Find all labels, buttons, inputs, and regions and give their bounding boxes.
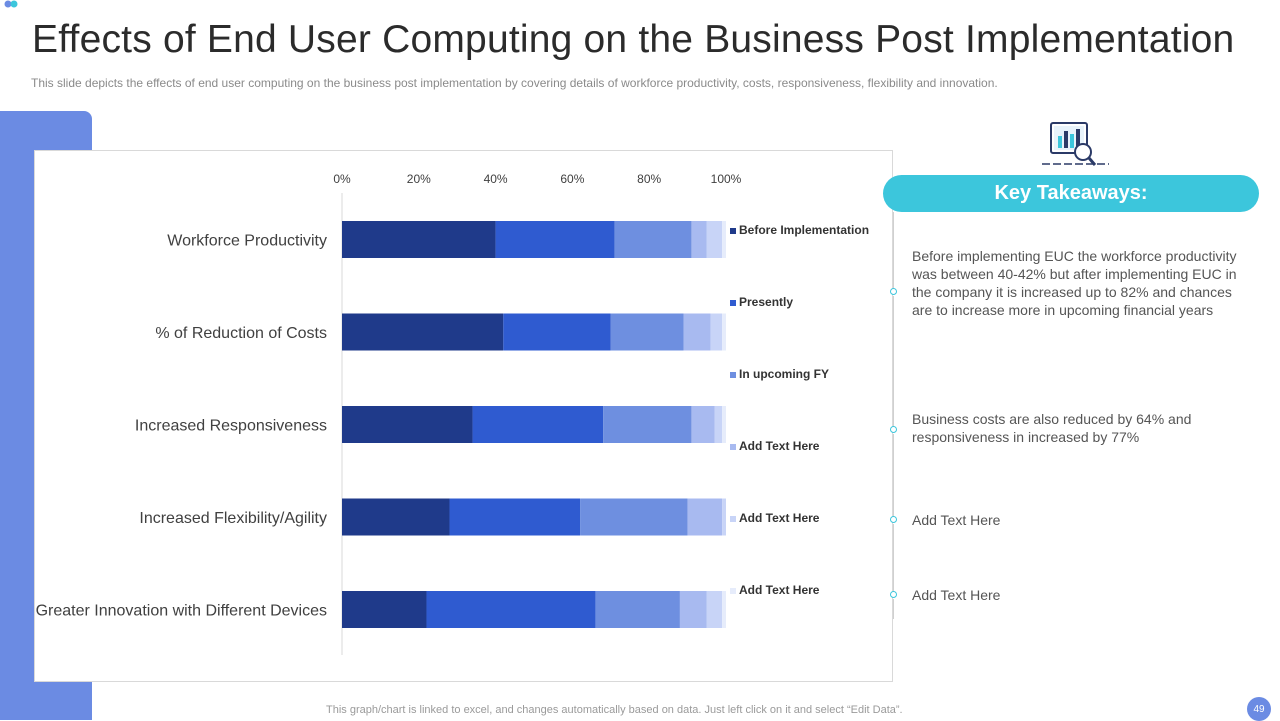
bar-segment xyxy=(342,406,473,443)
bar-segment xyxy=(342,313,504,351)
category-label: Increased Responsiveness xyxy=(135,418,327,435)
bar-segment xyxy=(503,313,611,351)
bar-segment xyxy=(722,406,726,443)
bar-segment xyxy=(603,406,692,443)
legend-label: Presently xyxy=(739,295,793,309)
takeaway-marker xyxy=(890,516,897,523)
takeaway-marker xyxy=(890,591,897,598)
legend-label: Add Text Here xyxy=(739,583,820,597)
bar-segment xyxy=(722,313,726,351)
bar-segment xyxy=(710,313,723,351)
chart-footnote: This graph/chart is linked to excel, and… xyxy=(326,704,903,716)
x-tick-label: 20% xyxy=(407,172,431,186)
legend-label: Add Text Here xyxy=(739,511,820,525)
legend-label: In upcoming FY xyxy=(739,367,829,381)
bar-segment xyxy=(495,221,615,258)
key-takeaways-heading: Key Takeaways: xyxy=(883,175,1259,212)
legend-swatch xyxy=(730,516,736,522)
takeaway-text: Before implementing EUC the workforce pr… xyxy=(912,248,1237,318)
legend-swatch xyxy=(730,300,736,306)
x-tick-label: 80% xyxy=(637,172,661,186)
legend-label: Add Text Here xyxy=(739,439,820,453)
category-label: % of Reduction of Costs xyxy=(155,325,327,342)
analytics-report-icon xyxy=(1042,122,1109,166)
bar-segment xyxy=(706,591,723,628)
x-tick-label: 60% xyxy=(560,172,584,186)
bar-segment xyxy=(679,591,707,628)
page-title: Effects of End User Computing on the Bus… xyxy=(32,18,1235,61)
decorative-dots-icon xyxy=(4,0,18,8)
takeaway-divider xyxy=(893,212,894,288)
takeaway-divider xyxy=(893,599,894,619)
bar-segment xyxy=(595,591,680,628)
category-label: Greater Innovation with Different Device… xyxy=(36,603,327,620)
bar-segment xyxy=(691,221,707,258)
page-subtitle: This slide depicts the effects of end us… xyxy=(31,76,998,90)
bar-segment xyxy=(426,591,596,628)
bar-segment xyxy=(342,498,450,536)
takeaway-text: Add Text Here xyxy=(912,512,1001,528)
bar-segment xyxy=(610,313,684,351)
stacked-bar-chart[interactable]: 0% 20% 40% 60% 80% 100% Workforce Productivity… xyxy=(35,151,894,683)
legend-label: Before Implementation xyxy=(739,223,869,237)
category-label: Workforce Productivity xyxy=(167,233,327,250)
bar-segment xyxy=(342,591,427,628)
x-tick-label: 0% xyxy=(333,172,351,186)
takeaway-text: Business costs are also reduced by 64% a… xyxy=(912,411,1192,445)
category-label: Increased Flexibility/Agility xyxy=(139,510,327,527)
bar-segment xyxy=(614,221,692,258)
bar-segment xyxy=(449,498,581,536)
legend-swatch xyxy=(730,588,736,594)
bar-segment xyxy=(706,221,723,258)
takeaway-divider xyxy=(893,296,894,426)
bar-segment xyxy=(472,406,604,443)
bar-segment xyxy=(714,406,723,443)
legend-swatch xyxy=(730,228,736,234)
takeaway-text: Add Text Here xyxy=(912,587,1001,603)
takeaway-marker xyxy=(890,426,897,433)
bar-segment xyxy=(722,221,726,258)
bar-segment xyxy=(722,591,726,628)
takeaway-marker xyxy=(890,288,897,295)
bar-segment xyxy=(580,498,688,536)
x-tick-label: 100% xyxy=(711,172,742,186)
legend-swatch xyxy=(730,372,736,378)
legend-swatch xyxy=(730,444,736,450)
bar-segment xyxy=(342,221,496,258)
takeaway-divider xyxy=(893,524,894,591)
chart-panel[interactable]: 0% 20% 40% 60% 80% 100% Workforce Productivity… xyxy=(34,150,893,682)
bar-segment xyxy=(683,313,711,351)
page-number-badge: 49 xyxy=(1247,697,1271,721)
takeaway-divider xyxy=(893,434,894,516)
x-tick-label: 40% xyxy=(484,172,508,186)
bar-segment xyxy=(691,406,715,443)
bar-segment xyxy=(722,498,726,536)
bar-segment xyxy=(687,498,723,536)
